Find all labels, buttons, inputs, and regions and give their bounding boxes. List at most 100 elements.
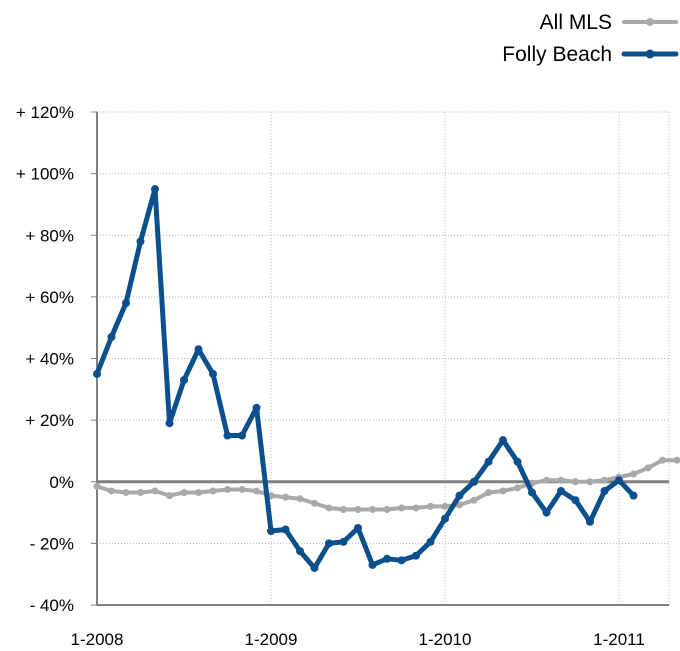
all-mls-point — [239, 486, 246, 493]
folly-beach-point — [427, 538, 435, 546]
folly-beach-point — [282, 526, 290, 534]
x-tick-labels: 1-2008 1-2009 1-2010 1-2011 — [71, 630, 645, 646]
folly-beach-point — [296, 547, 304, 555]
folly-beach-point — [383, 555, 391, 563]
all-mls-point — [485, 489, 492, 496]
all-mls-legend-marker — [646, 18, 654, 26]
x-tick-label: 1-2008 — [71, 630, 124, 646]
folly-beach-point — [340, 538, 348, 546]
folly-beach-point — [122, 299, 130, 307]
folly-beach-point — [311, 564, 319, 572]
all-mls-point — [166, 492, 173, 499]
all-mls-point — [645, 464, 652, 471]
all-mls-point — [384, 506, 391, 513]
folly-beach-point — [615, 476, 623, 484]
all-mls-legend-label: All MLS — [540, 11, 612, 34]
all-mls-point — [471, 497, 478, 504]
folly-beach-point — [412, 552, 420, 560]
all-mls-point — [543, 477, 550, 484]
all-mls-point — [108, 487, 115, 494]
all-mls-point — [210, 487, 217, 494]
y-tick-label: + 80% — [25, 226, 74, 245]
all-mls-point — [137, 489, 144, 496]
folly-beach-legend-marker — [646, 50, 655, 59]
y-tick-label: + 100% — [16, 165, 74, 184]
folly-beach-point — [470, 478, 478, 486]
folly-beach-point — [514, 458, 522, 466]
folly-beach-point — [601, 487, 609, 495]
all-mls-point — [413, 504, 420, 511]
all-mls-point — [181, 489, 188, 496]
folly-beach-point — [267, 527, 275, 535]
folly-beach-point — [93, 370, 101, 378]
y-tick-label: - 20% — [30, 534, 74, 553]
folly-beach-point — [441, 515, 449, 523]
all-mls-point — [253, 487, 260, 494]
folly-beach-point — [195, 345, 203, 353]
all-mls-point — [224, 486, 231, 493]
all-mls-point — [427, 503, 434, 510]
all-mls-point — [297, 495, 304, 502]
folly-beach-point — [108, 333, 116, 341]
folly-beach-legend-label: Folly Beach — [502, 43, 612, 66]
all-mls-point — [195, 489, 202, 496]
y-tick-label: + 20% — [25, 411, 74, 430]
series-lines — [93, 185, 680, 572]
all-mls-point — [514, 484, 521, 491]
folly-beach-point — [586, 518, 594, 526]
legend: All MLS Folly Beach — [502, 11, 676, 66]
folly-beach-point — [224, 432, 232, 440]
all-mls-point — [282, 494, 289, 501]
folly-beach-point — [180, 376, 188, 384]
all-mls-point — [630, 471, 637, 478]
folly-beach-point — [209, 370, 217, 378]
all-mls-point — [340, 506, 347, 513]
folly-beach-point — [151, 185, 159, 193]
y-tick-labels: + 120% + 100% + 80% + 60% + 40% + 20% 0% - 20% -… — [16, 103, 74, 615]
folly-beach-point — [325, 539, 333, 547]
folly-beach-point — [398, 556, 406, 564]
folly-beach-point — [238, 432, 246, 440]
all-mls-point — [572, 478, 579, 485]
all-mls-point — [398, 504, 405, 511]
y-tick-label: + 120% — [16, 103, 74, 122]
folly-beach-point — [543, 509, 551, 517]
folly-beach-point — [456, 492, 464, 500]
all-mls-point — [674, 457, 680, 464]
folly-beach-point — [528, 489, 536, 497]
all-mls-point — [311, 500, 318, 507]
grid-lines — [97, 112, 669, 605]
y-tick-label: + 40% — [25, 350, 74, 369]
folly-beach-point — [557, 487, 565, 495]
all-mls-point — [369, 506, 376, 513]
folly-beach-point — [630, 492, 638, 500]
y-tick-label: 0% — [49, 473, 74, 492]
all-mls-point — [326, 504, 333, 511]
x-tick-label: 1-2011 — [593, 630, 645, 646]
y-tick-label: - 40% — [30, 596, 74, 615]
folly-beach-point — [253, 404, 261, 412]
all-mls-point — [587, 478, 594, 485]
folly-beach-point — [485, 458, 493, 466]
all-mls-point — [123, 489, 130, 496]
folly-beach-point — [369, 561, 377, 569]
y-tick-label: + 60% — [25, 288, 74, 307]
folly-beach-point — [572, 496, 580, 504]
x-tick-label: 1-2009 — [245, 630, 298, 646]
all-mls-series-line — [97, 460, 680, 509]
all-mls-point — [500, 487, 507, 494]
folly-beach-point — [354, 524, 362, 532]
all-mls-point — [94, 483, 101, 490]
all-mls-point — [152, 487, 159, 494]
all-mls-point — [442, 503, 449, 510]
folly-beach-point — [137, 237, 145, 245]
all-mls-point — [558, 477, 565, 484]
folly-beach-point — [166, 419, 174, 427]
all-mls-point — [659, 457, 666, 464]
folly-beach-point — [499, 436, 507, 444]
all-mls-point — [601, 477, 608, 484]
x-tick-label: 1-2010 — [419, 630, 472, 646]
all-mls-point — [355, 506, 362, 513]
